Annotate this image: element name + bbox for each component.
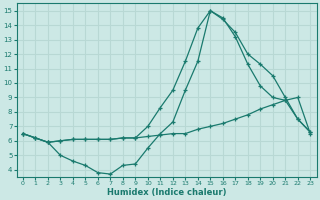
X-axis label: Humidex (Indice chaleur): Humidex (Indice chaleur) <box>107 188 226 197</box>
